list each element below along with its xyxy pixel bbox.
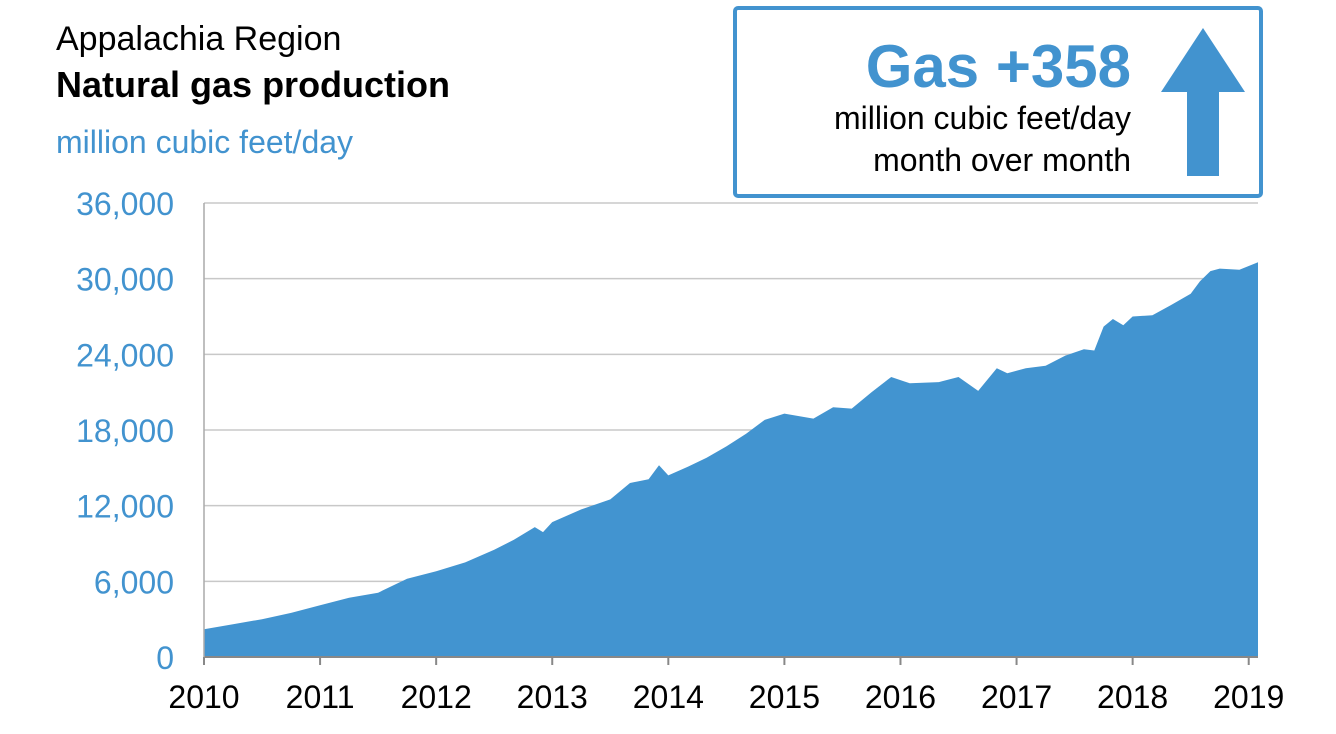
x-tick-label: 2017 [981, 679, 1052, 715]
x-tick-label: 2011 [286, 679, 355, 715]
callout-period: month over month [873, 142, 1131, 178]
x-tick-label: 2014 [633, 679, 704, 715]
y-tick-label: 36,000 [76, 186, 174, 222]
x-tick-label: 2012 [401, 679, 472, 715]
production-area [204, 262, 1258, 657]
region-label: Appalachia Region [56, 20, 342, 58]
chart-title: Natural gas production [56, 64, 451, 105]
x-tick-label: 2013 [517, 679, 588, 715]
units-label: million cubic feet/day [56, 124, 354, 160]
y-tick-labels: 0 6,000 12,000 18,000 24,000 30,000 36,000 [76, 186, 174, 676]
y-tick-label: 6,000 [94, 564, 174, 600]
x-tick-label: 2016 [865, 679, 936, 715]
x-tick-label: 2015 [749, 679, 820, 715]
x-tick-label: 2019 [1213, 679, 1284, 715]
monthly-change-callout: Gas +358 million cubic feet/day month ov… [733, 6, 1263, 198]
y-tick-label: 12,000 [76, 489, 174, 525]
callout-headline: Gas +358 [865, 33, 1131, 100]
y-tick-label: 18,000 [76, 413, 174, 449]
x-tick-labels: 2010 2011 2012 2013 2014 2015 2016 2017 2018 2019 [168, 657, 1284, 715]
y-tick-label: 0 [156, 640, 174, 676]
x-tick-label: 2010 [168, 679, 239, 715]
y-tick-label: 30,000 [76, 262, 174, 298]
y-tick-label: 24,000 [76, 337, 174, 373]
x-tick-label: 2018 [1097, 679, 1168, 715]
callout-units: million cubic feet/day [833, 100, 1131, 136]
axes [203, 203, 1258, 658]
arrow-up-icon [1161, 28, 1245, 176]
